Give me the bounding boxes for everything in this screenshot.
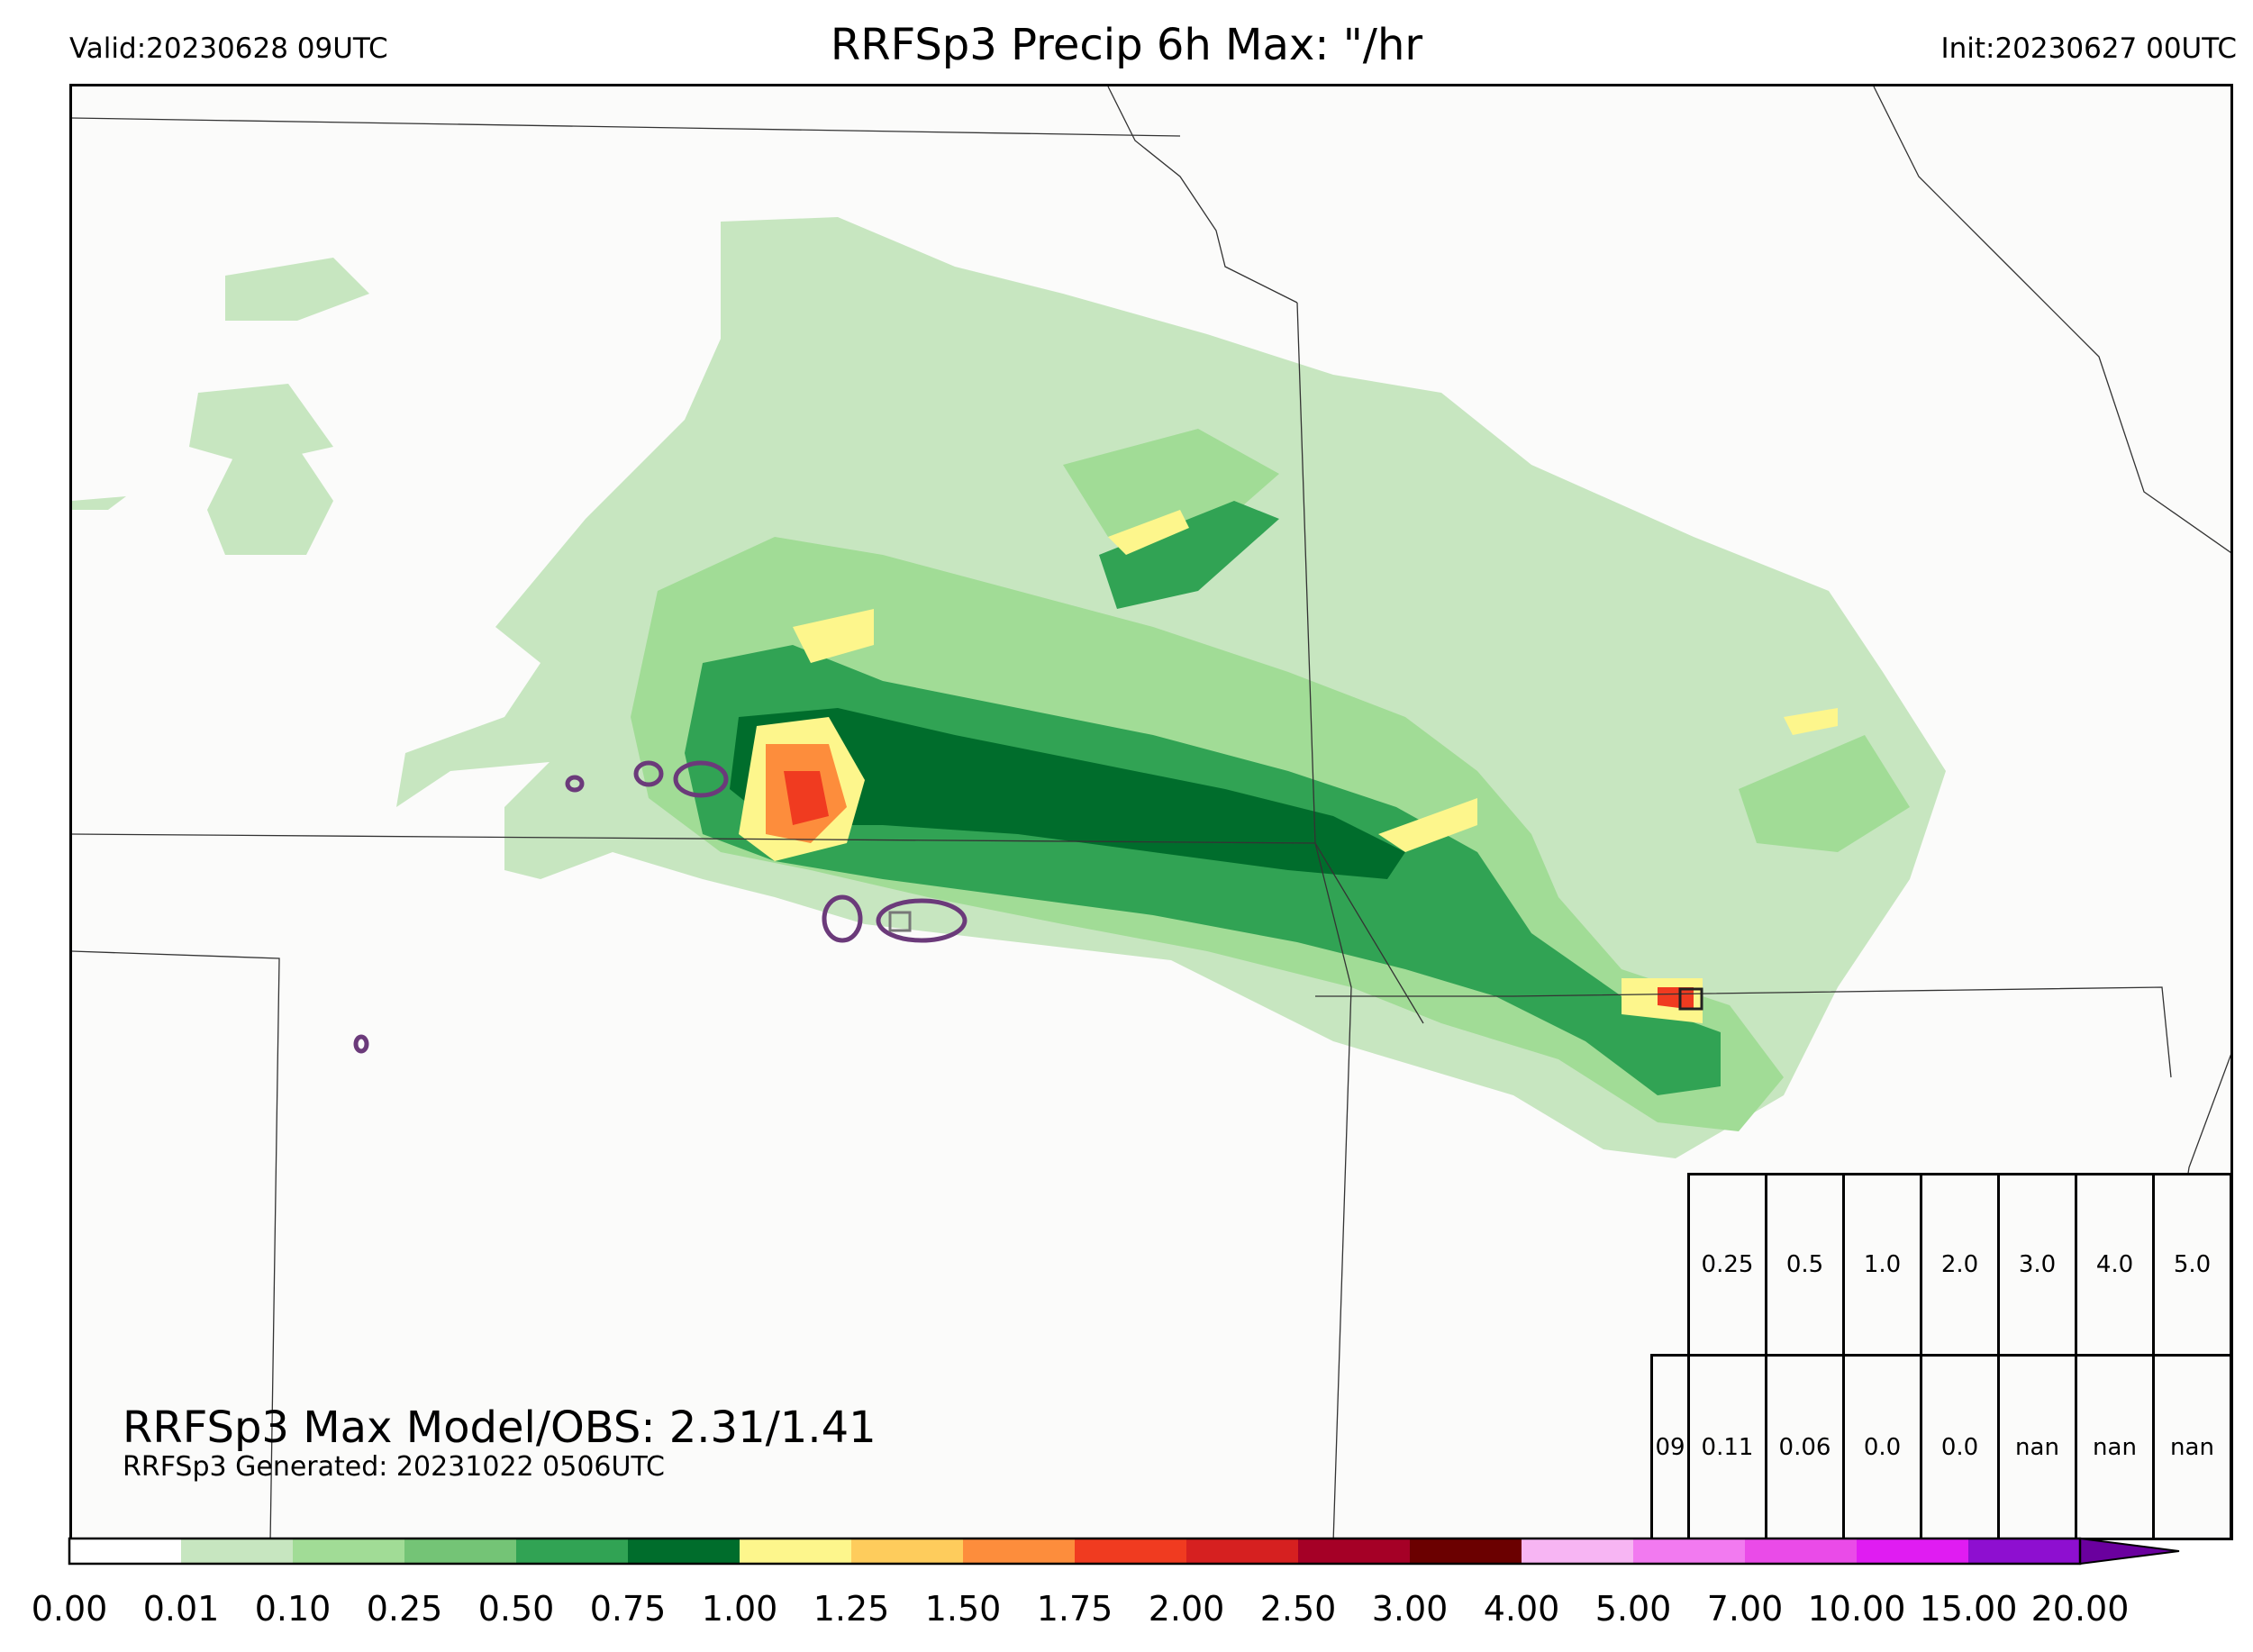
threshold-value-cell: 0.06 [1765, 1354, 1845, 1540]
colorbar-segment [1968, 1539, 2081, 1564]
colorbar-tick-label: 0.00 [31, 1589, 108, 1629]
generated-time-label: RRFSp3 Generated: 20231022 0506UTC [123, 1451, 665, 1483]
obs-contour-5 [876, 898, 968, 943]
threshold-value-cell: 0.0 [1920, 1354, 2000, 1540]
colorbar-segment [1857, 1539, 1969, 1564]
boundary-iowa [1873, 86, 2230, 553]
colorbar-segment [1075, 1539, 1187, 1564]
threshold-header-cell: 4.0 [2075, 1173, 2155, 1357]
obs-contours [353, 760, 968, 1054]
colorbar-tick-label: 7.00 [1706, 1589, 1784, 1629]
threshold-value-cell: 0.11 [1687, 1354, 1767, 1540]
precip-core-yellow-ne [1784, 708, 1838, 735]
precip-ne-band [1099, 501, 1279, 609]
colorbar-extend-arrow [2079, 1537, 2180, 1566]
state-boundaries [72, 86, 2230, 1538]
threshold-row-label: 09 [1650, 1354, 1690, 1540]
obs-contour-4 [822, 894, 863, 943]
colorbar-tick-label: 10.00 [1807, 1589, 1906, 1629]
colorbar-outline [68, 1537, 2082, 1566]
chart-title: RRFSp3 Precip 6h Max: "/hr [830, 20, 1423, 70]
colorbar-segment [1745, 1539, 1858, 1564]
colorbar-tick-label: 15.00 [1919, 1589, 2018, 1629]
colorbar-tick-label: 1.25 [813, 1589, 890, 1629]
colorbar-tick-label: 4.00 [1483, 1589, 1560, 1629]
precip-medium-2 [1739, 735, 1910, 852]
colorbar-tick-label: 0.25 [366, 1589, 443, 1629]
threshold-header-cell: 2.0 [1920, 1173, 2000, 1357]
colorbar-segment [963, 1539, 1076, 1564]
colorbar-tick-label: 2.00 [1148, 1589, 1225, 1629]
threshold-header-cell: 0.5 [1765, 1173, 1845, 1357]
precip-small-nw-2 [189, 384, 333, 465]
threshold-value-cell: nan [2152, 1354, 2232, 1540]
colorbar-tick-label: 0.50 [477, 1589, 555, 1629]
colorbar-segment [1186, 1539, 1299, 1564]
colorbar-segment [516, 1539, 629, 1564]
precip-map [72, 86, 2230, 1538]
boundary-missouri-river [1107, 86, 1298, 304]
colorbar-segment [1298, 1539, 1411, 1564]
colorbar-tick-label: 2.50 [1259, 1589, 1337, 1629]
stats-block: RRFSp3 Max Model/OBS: 2.31/1.41 RRFSp3 G… [123, 1403, 877, 1483]
colorbar-tick-label: 1.00 [701, 1589, 778, 1629]
threshold-header-cell: 1.0 [1842, 1173, 1922, 1357]
colorbar-segment [740, 1539, 852, 1564]
precip-small-nw-1 [225, 258, 369, 321]
threshold-value-cell: nan [2075, 1354, 2155, 1540]
colorbar-segment [628, 1539, 740, 1564]
threshold-header-cell: 0.25 [1687, 1173, 1767, 1357]
precip-darkest-band [730, 708, 1405, 879]
colorbar-segment [1633, 1539, 1746, 1564]
boundary-kansas-west [72, 950, 280, 1538]
colorbar-segment [181, 1539, 294, 1564]
colorbar-tick-label: 1.50 [924, 1589, 1002, 1629]
obs-contour-6 [353, 1034, 369, 1054]
threshold-value-cell: nan [1997, 1354, 2077, 1540]
colorbar [68, 1537, 2180, 1566]
max-model-obs-label: RRFSp3 Max Model/OBS: 2.31/1.41 [123, 1402, 877, 1453]
obs-contour-3 [673, 760, 729, 798]
obs-site-marker-1 [888, 911, 912, 932]
obs-site-marker-2 [1678, 987, 1703, 1011]
precip-small-nw-4 [72, 496, 126, 510]
precip-core-yellow-mid [1108, 510, 1189, 555]
boundary-north [72, 117, 1181, 137]
colorbar-segment [404, 1539, 517, 1564]
precip-core-red-se [1658, 987, 1694, 1010]
threshold-header-cell: 3.0 [1997, 1173, 2077, 1357]
colorbar-tick-label: 5.00 [1594, 1589, 1672, 1629]
colorbar-segment [851, 1539, 964, 1564]
colorbar-segment [69, 1539, 182, 1564]
colorbar-segment [1522, 1539, 1634, 1564]
colorbar-segment [293, 1539, 405, 1564]
colorbar-tick-label: 3.00 [1371, 1589, 1449, 1629]
colorbar-tick-label: 0.01 [142, 1589, 220, 1629]
threshold-value-cell: 0.0 [1842, 1354, 1922, 1540]
colorbar-tick-label: 0.10 [254, 1589, 332, 1629]
colorbar-tick-label: 20.00 [2030, 1589, 2130, 1629]
precip-small-nw-3 [207, 447, 333, 555]
colorbar-tick-label: 1.75 [1036, 1589, 1113, 1629]
valid-time-label: Valid:20230628 09UTC [69, 32, 388, 65]
precip-core-yellow-north [793, 609, 874, 663]
precip-shading [72, 217, 1946, 1158]
boundary-central [1296, 302, 1352, 1538]
init-time-label: Init:20230627 00UTC [1940, 32, 2237, 65]
precip-core-yellow-east [1378, 798, 1477, 852]
colorbar-segment [1410, 1539, 1522, 1564]
threshold-header-cell: 5.0 [2152, 1173, 2232, 1357]
obs-contour-2 [633, 760, 664, 787]
colorbar-tick-label: 0.75 [589, 1589, 667, 1629]
boundary-east [1315, 986, 2172, 1078]
precip-core-red-west [784, 771, 829, 825]
obs-contour-1 [565, 775, 585, 793]
